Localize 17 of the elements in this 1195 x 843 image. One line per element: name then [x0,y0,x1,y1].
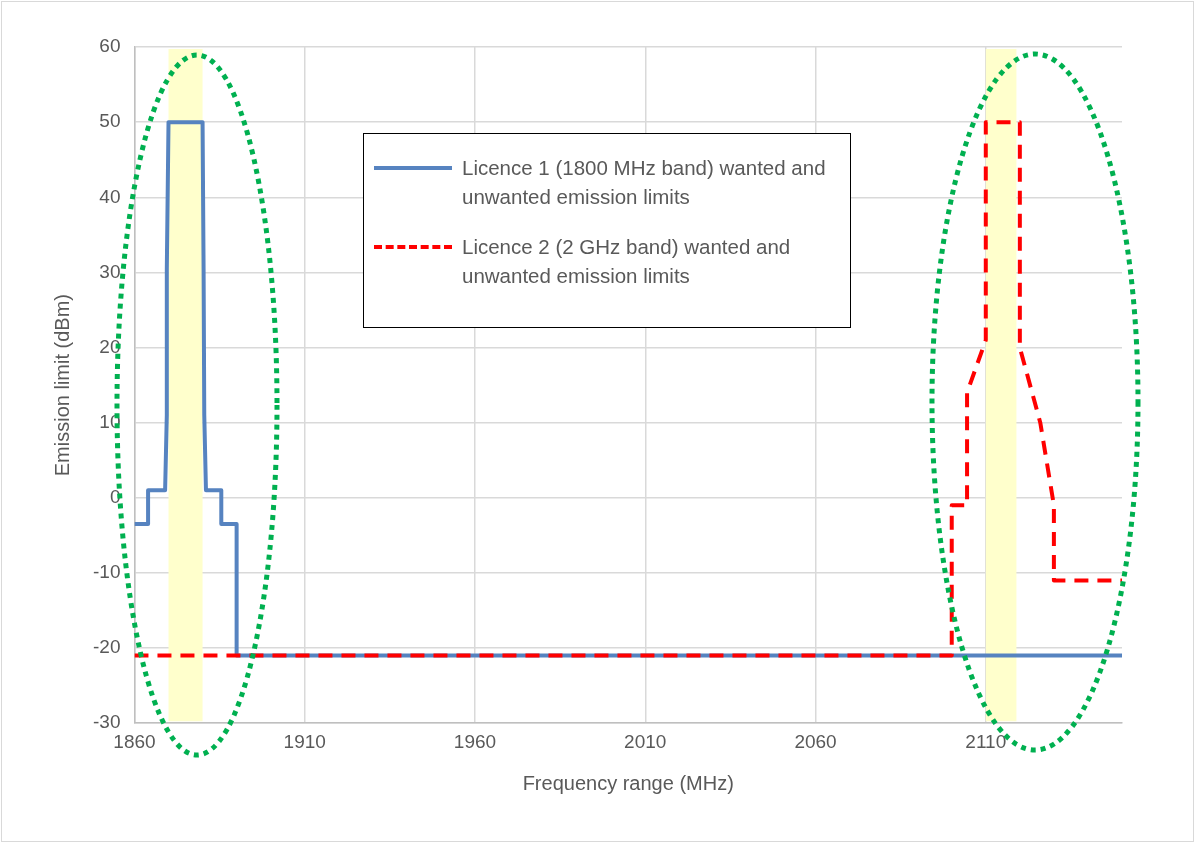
y-tick-label: 60 [99,35,121,57]
y-tick-label: -30 [92,711,121,733]
x-tick-label: 2110 [965,730,1007,752]
x-tick-label: 2010 [624,730,667,752]
y-tick-label: 30 [99,260,121,282]
x-tick-label: 1960 [453,730,497,752]
y-tick-label: 40 [99,185,121,207]
y-axis-title: Emission limit (dBm) [50,293,73,477]
x-tick-label: 1910 [283,730,326,752]
x-tick-label: 1860 [113,730,156,752]
x-tick-label: 2060 [794,730,837,752]
legend-label: Licence 1 (1800 MHz band) wanted and unwanted emission limits [462,155,827,210]
y-tick-label: -10 [92,561,121,583]
y-tick-label: 50 [99,110,121,132]
legend-label: Licence 2 (2 GHz band) wanted and unwanted emission limits [462,234,792,290]
x-axis-title: Frequency range (MHz) [522,771,734,794]
y-tick-label: -20 [92,636,121,658]
